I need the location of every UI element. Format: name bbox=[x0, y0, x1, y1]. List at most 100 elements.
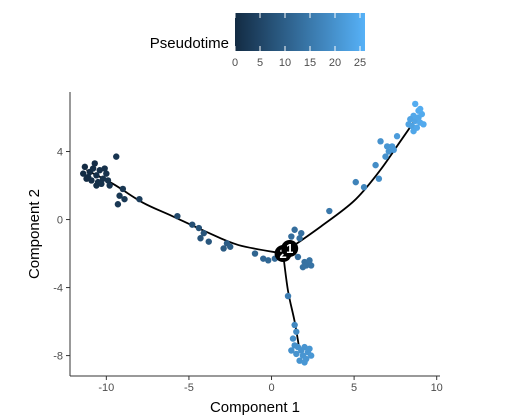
y-axis-ticks: -8 -4 0 4 bbox=[53, 147, 70, 363]
cell-point bbox=[293, 328, 300, 335]
colorbar-tick-label: 25 bbox=[354, 57, 366, 69]
cell-point bbox=[260, 255, 267, 262]
x-tick-label: 0 bbox=[268, 382, 274, 394]
cell-point bbox=[227, 243, 234, 250]
cell-point bbox=[372, 161, 379, 169]
cell-point bbox=[99, 175, 107, 182]
trajectory-top-right bbox=[289, 116, 418, 250]
cell-point bbox=[293, 350, 300, 358]
trajectory-left bbox=[86, 169, 284, 255]
cell-point bbox=[81, 163, 89, 171]
cell-point bbox=[136, 195, 143, 203]
trajectory-lines bbox=[86, 116, 418, 351]
cell-point bbox=[291, 321, 298, 329]
cell-point bbox=[284, 292, 292, 300]
cell-point bbox=[407, 116, 414, 123]
colorbar-tick-label: 20 bbox=[329, 57, 341, 69]
cell-point bbox=[265, 257, 272, 264]
cell-point bbox=[306, 257, 313, 264]
trajectory-bottom bbox=[282, 253, 301, 351]
x-tick-label: 5 bbox=[351, 382, 357, 394]
cell-point bbox=[352, 178, 359, 186]
cell-point bbox=[89, 165, 97, 172]
cell-point bbox=[385, 148, 392, 155]
cell-point bbox=[200, 229, 207, 237]
cell-point bbox=[410, 127, 417, 135]
cell-point bbox=[296, 357, 303, 364]
cell-point bbox=[205, 238, 212, 245]
cell-point bbox=[301, 359, 308, 366]
cell-point bbox=[301, 343, 308, 351]
branch-points: 21 bbox=[274, 239, 299, 263]
cell-point bbox=[80, 170, 87, 177]
cell-point bbox=[106, 182, 113, 189]
cell-point bbox=[121, 195, 128, 203]
cell-point bbox=[98, 180, 105, 188]
colorbar-ticks: 0 5 10 15 20 25 bbox=[232, 13, 366, 69]
branch-point-label: 1 bbox=[286, 241, 293, 256]
cell-point bbox=[303, 262, 310, 269]
cell-point bbox=[116, 192, 123, 199]
cell-point bbox=[360, 184, 368, 191]
colorbar bbox=[235, 13, 365, 51]
y-tick-label: -8 bbox=[53, 351, 63, 363]
cell-point bbox=[412, 100, 419, 108]
cell-point bbox=[288, 347, 295, 354]
cell-point bbox=[195, 224, 203, 232]
cell-point bbox=[288, 233, 295, 240]
cell-point bbox=[289, 335, 297, 342]
cell-point bbox=[307, 262, 315, 269]
colorbar-tick-label: 10 bbox=[279, 57, 291, 69]
legend: Pseudotime 0 5 10 15 20 25 bbox=[150, 13, 366, 69]
cell-point bbox=[382, 153, 389, 160]
x-axis-title: Component 1 bbox=[210, 399, 300, 416]
cell-point bbox=[197, 235, 204, 242]
cell-point bbox=[420, 121, 427, 128]
cell-point bbox=[251, 250, 259, 257]
cell-point bbox=[306, 345, 313, 352]
cell-point bbox=[390, 146, 397, 154]
cell-point bbox=[189, 221, 196, 228]
cell-point bbox=[294, 253, 302, 261]
y-tick-label: 0 bbox=[57, 215, 63, 227]
x-axis-ticks: -10 -5 0 5 10 bbox=[98, 376, 443, 394]
cell-point bbox=[291, 226, 298, 233]
y-tick-label: -4 bbox=[53, 283, 63, 295]
cell-point bbox=[393, 133, 401, 140]
cell-point bbox=[377, 138, 384, 145]
cell-point bbox=[103, 170, 110, 177]
cell-point bbox=[174, 212, 181, 220]
cell-point bbox=[119, 185, 127, 193]
cell-point bbox=[104, 177, 112, 184]
branch-point-marker bbox=[281, 239, 299, 257]
cell-point bbox=[220, 245, 227, 252]
cell-point bbox=[101, 165, 108, 172]
cell-point bbox=[405, 121, 412, 128]
cell-point bbox=[91, 160, 98, 167]
cell-point bbox=[307, 352, 315, 359]
cell-point bbox=[416, 105, 424, 113]
cell-point bbox=[383, 143, 391, 150]
cell-point bbox=[93, 172, 100, 179]
colorbar-tick-label: 15 bbox=[304, 57, 316, 69]
axes: -10 -5 0 5 10 -8 -4 0 4 Component 1 Component 2 bbox=[26, 92, 443, 416]
y-axis-title: Component 2 bbox=[26, 189, 43, 279]
legend-title: Pseudotime bbox=[150, 35, 229, 52]
x-tick-label: 10 bbox=[431, 382, 443, 394]
cell-point bbox=[296, 235, 303, 242]
cell-point bbox=[93, 182, 100, 189]
cell-points bbox=[80, 100, 427, 366]
x-tick-label: -5 bbox=[184, 382, 194, 394]
cell-point bbox=[113, 153, 120, 160]
cell-point bbox=[96, 167, 103, 174]
y-tick-label: 4 bbox=[57, 147, 63, 159]
cell-point bbox=[375, 175, 383, 182]
colorbar-tick-label: 5 bbox=[257, 57, 263, 69]
cell-point bbox=[114, 201, 122, 208]
cell-point bbox=[83, 175, 90, 182]
cell-point bbox=[326, 207, 333, 215]
cell-point bbox=[88, 177, 95, 184]
colorbar-tick-label: 0 bbox=[232, 57, 238, 69]
x-tick-label: -10 bbox=[98, 382, 114, 394]
